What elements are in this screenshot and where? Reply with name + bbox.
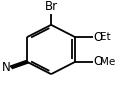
Text: Br: Br xyxy=(45,0,58,13)
Text: O: O xyxy=(93,55,102,68)
Text: O: O xyxy=(93,31,102,44)
Text: N: N xyxy=(2,61,11,74)
Text: Et: Et xyxy=(100,32,110,42)
Text: Me: Me xyxy=(100,57,115,67)
